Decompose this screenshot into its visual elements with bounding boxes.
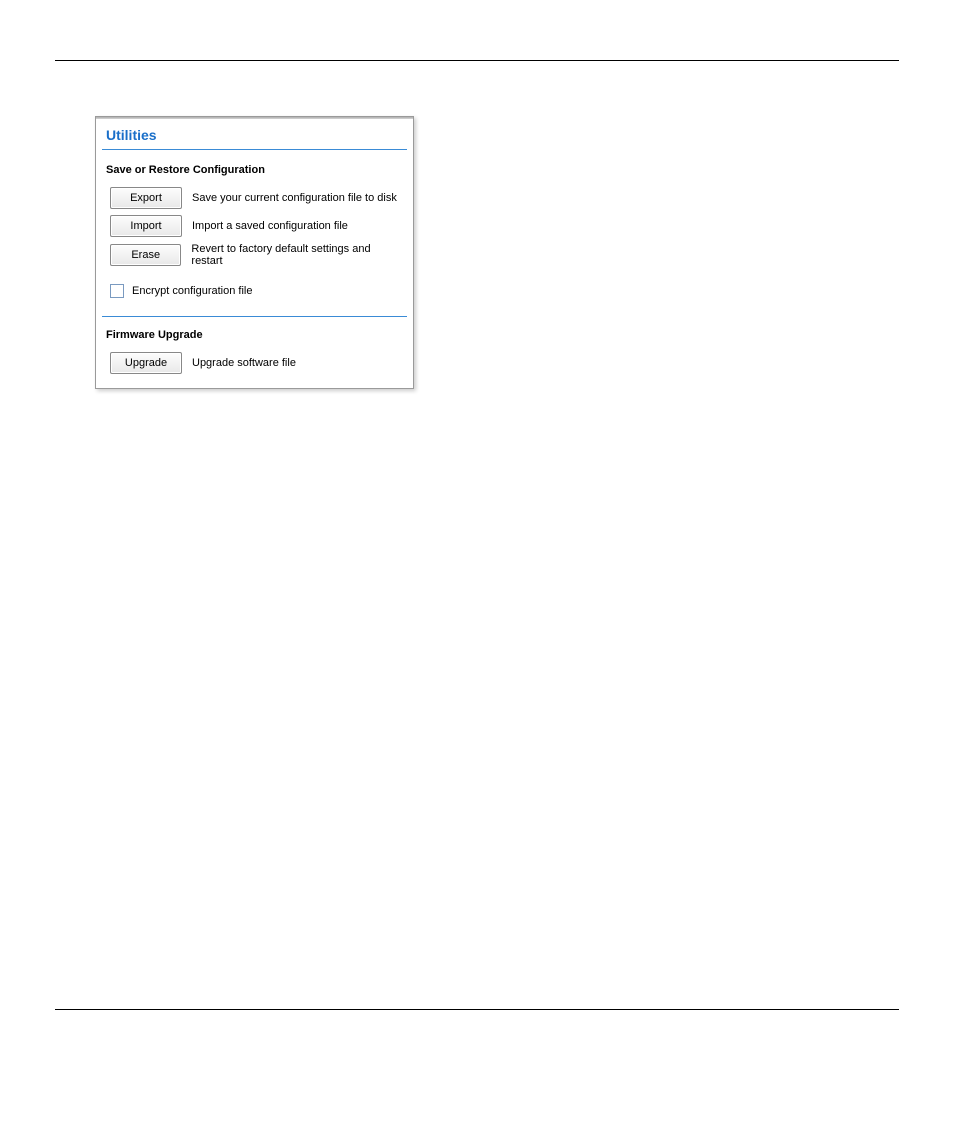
import-desc: Import a saved configuration file	[192, 220, 348, 232]
export-button[interactable]: Export	[110, 187, 182, 209]
encrypt-label: Encrypt configuration file	[132, 285, 252, 297]
section-title-config: Save or Restore Configuration	[96, 164, 413, 184]
section-title-firmware: Firmware Upgrade	[96, 329, 413, 349]
config-row-erase: Erase Revert to factory default settings…	[96, 240, 413, 270]
top-rule	[55, 60, 899, 61]
upgrade-button[interactable]: Upgrade	[110, 352, 182, 374]
bottom-rule	[55, 1009, 899, 1010]
import-button[interactable]: Import	[110, 215, 182, 237]
panel-divider	[102, 149, 407, 150]
firmware-row-upgrade: Upgrade Upgrade software file	[96, 349, 413, 388]
encrypt-row: Encrypt configuration file	[96, 270, 413, 316]
config-row-import: Import Import a saved configuration file	[96, 212, 413, 240]
panel-title: Utilities	[96, 117, 413, 149]
page: Utilities Save or Restore Configuration …	[0, 0, 954, 1050]
erase-button[interactable]: Erase	[110, 244, 181, 266]
erase-desc: Revert to factory default settings and r…	[191, 243, 403, 267]
upgrade-desc: Upgrade software file	[192, 357, 296, 369]
export-desc: Save your current configuration file to …	[192, 192, 397, 204]
encrypt-checkbox[interactable]	[110, 284, 124, 298]
config-row-export: Export Save your current configuration f…	[96, 184, 413, 212]
section-divider	[102, 316, 407, 317]
utilities-panel: Utilities Save or Restore Configuration …	[95, 116, 414, 389]
